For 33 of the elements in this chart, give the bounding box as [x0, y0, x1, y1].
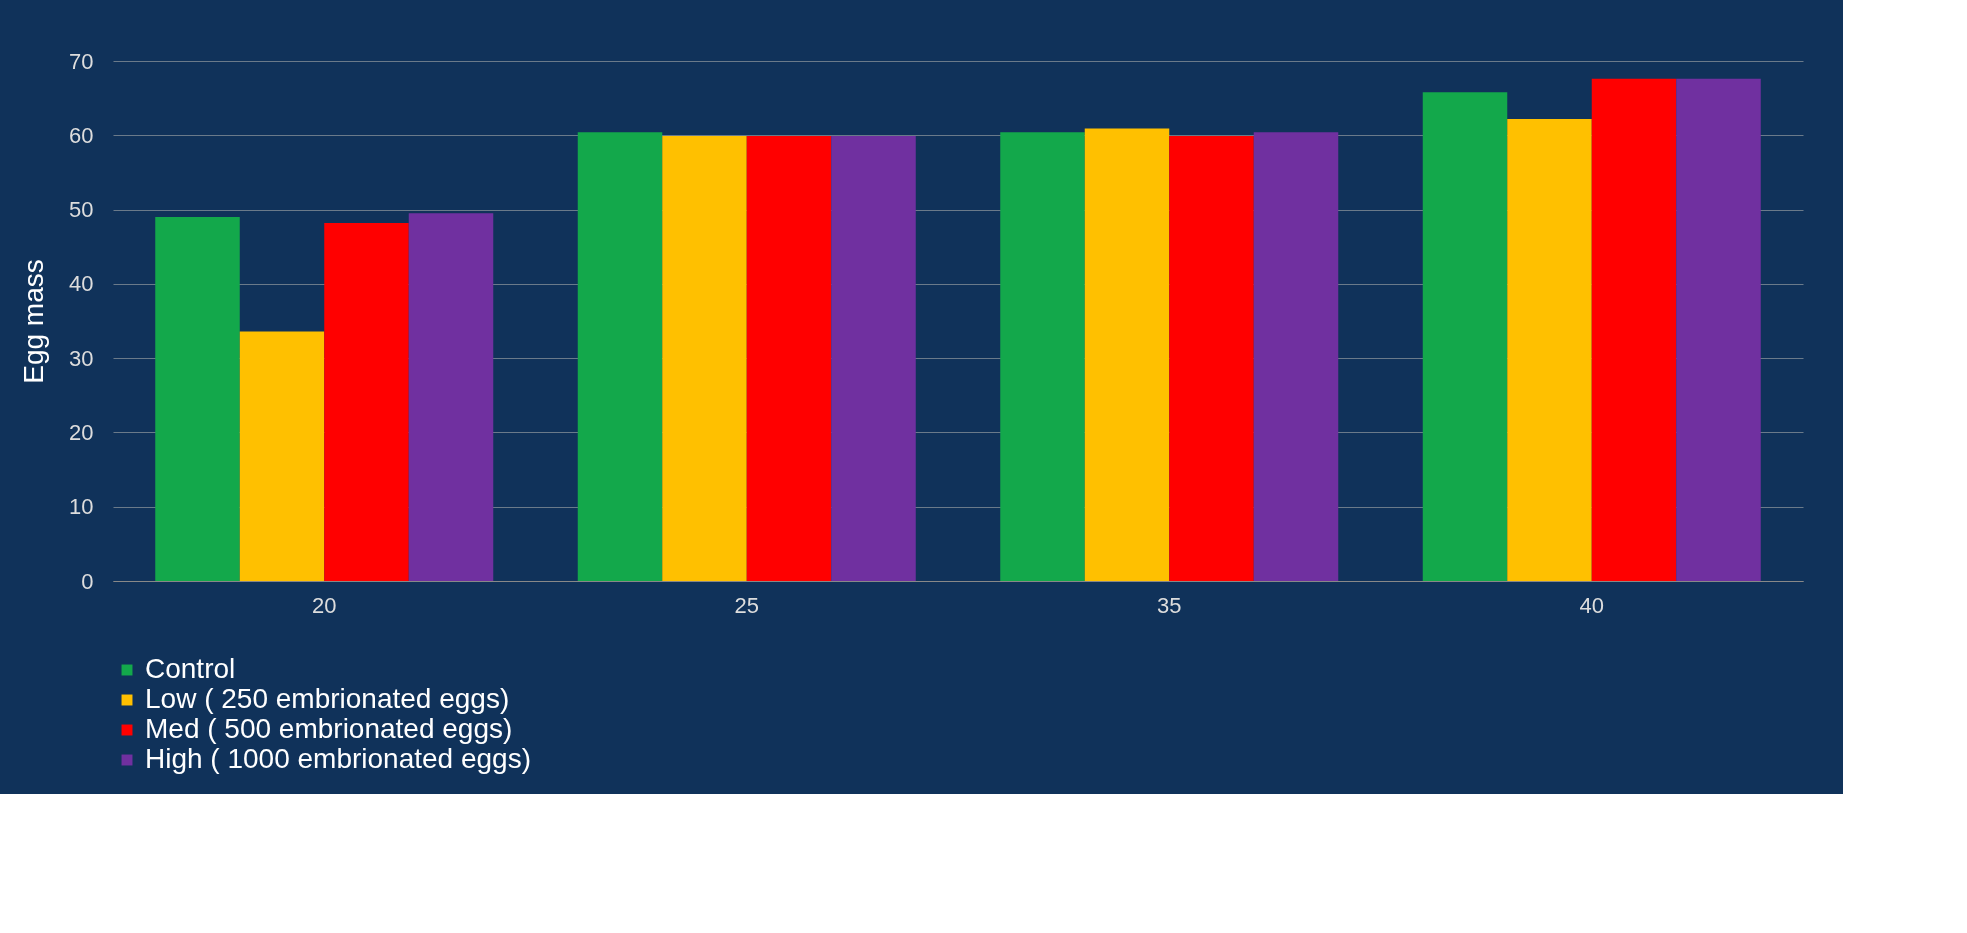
bar — [408, 213, 494, 581]
legend-label: Low ( 250 embrionated eggs) — [145, 683, 510, 714]
y-tick-label: 70 — [69, 48, 94, 74]
x-tick-label: 20 — [312, 592, 337, 618]
x-tick-label: 35 — [1157, 592, 1182, 618]
x-tick-label: 25 — [734, 592, 759, 618]
bar — [1591, 78, 1677, 581]
y-tick-label: 50 — [69, 197, 94, 223]
y-tick-label: 0 — [81, 568, 94, 594]
bar — [1000, 132, 1085, 581]
y-tick-label: 10 — [69, 494, 94, 520]
y-tick-label: 40 — [69, 271, 94, 297]
legend-label: High ( 1000 embrionated eggs) — [145, 743, 532, 774]
bar — [1169, 136, 1254, 581]
bar — [1676, 78, 1761, 581]
legend-label: Control — [145, 653, 236, 684]
bar — [1422, 92, 1508, 581]
bar — [239, 331, 325, 581]
y-axis-title: Egg mass — [18, 259, 50, 384]
bar — [1507, 118, 1592, 581]
legend-label: Med ( 500 embrionated eggs) — [145, 713, 513, 744]
y-tick-label: 20 — [69, 419, 94, 445]
bar — [1253, 132, 1339, 581]
bar — [1084, 128, 1170, 581]
bar — [662, 136, 747, 581]
bar — [324, 222, 409, 581]
bar — [831, 136, 916, 581]
y-tick-label: 30 — [69, 345, 94, 371]
y-tick-label: 60 — [69, 122, 94, 148]
bar — [577, 132, 663, 581]
bar — [155, 217, 240, 581]
bar — [746, 136, 832, 581]
x-tick-label: 40 — [1579, 592, 1604, 618]
